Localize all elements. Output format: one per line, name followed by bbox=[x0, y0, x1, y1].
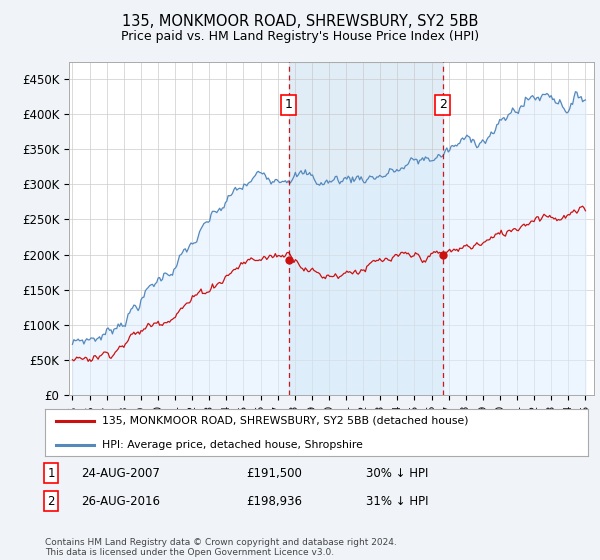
Text: 135, MONKMOOR ROAD, SHREWSBURY, SY2 5BB: 135, MONKMOOR ROAD, SHREWSBURY, SY2 5BB bbox=[122, 14, 478, 29]
Text: 2: 2 bbox=[47, 494, 55, 508]
Text: 24-AUG-2007: 24-AUG-2007 bbox=[81, 466, 160, 480]
Text: £191,500: £191,500 bbox=[246, 466, 302, 480]
Text: 135, MONKMOOR ROAD, SHREWSBURY, SY2 5BB (detached house): 135, MONKMOOR ROAD, SHREWSBURY, SY2 5BB … bbox=[102, 416, 469, 426]
Text: 31% ↓ HPI: 31% ↓ HPI bbox=[366, 494, 428, 508]
Text: £198,936: £198,936 bbox=[246, 494, 302, 508]
Text: 1: 1 bbox=[285, 99, 293, 111]
Text: Price paid vs. HM Land Registry's House Price Index (HPI): Price paid vs. HM Land Registry's House … bbox=[121, 30, 479, 43]
Text: Contains HM Land Registry data © Crown copyright and database right 2024.
This d: Contains HM Land Registry data © Crown c… bbox=[45, 538, 397, 557]
Bar bbox=[289, 62, 443, 395]
Text: 2: 2 bbox=[439, 99, 446, 111]
Text: HPI: Average price, detached house, Shropshire: HPI: Average price, detached house, Shro… bbox=[102, 440, 363, 450]
Text: 30% ↓ HPI: 30% ↓ HPI bbox=[366, 466, 428, 480]
Text: 26-AUG-2016: 26-AUG-2016 bbox=[81, 494, 160, 508]
Text: 1: 1 bbox=[47, 466, 55, 480]
